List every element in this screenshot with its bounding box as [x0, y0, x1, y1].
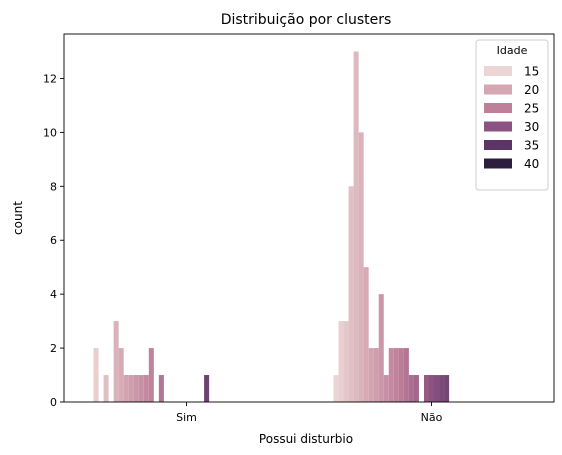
- bar-Não-34: [434, 375, 440, 402]
- y-tick-label: 0: [50, 396, 57, 409]
- bar-Não-16: [343, 321, 349, 402]
- legend-swatch: [484, 158, 512, 169]
- y-tick-label: 2: [50, 342, 57, 355]
- bar-Não-29: [408, 375, 414, 402]
- x-axis: Sim Não: [176, 402, 443, 424]
- bar-Sim-26: [148, 348, 154, 402]
- legend-label: 20: [524, 83, 539, 97]
- bar-Não-27: [398, 348, 404, 402]
- bar-Não-23: [378, 294, 384, 402]
- bar-Não-32: [423, 375, 429, 402]
- legend-swatch: [484, 140, 512, 150]
- bar-Não-30: [413, 375, 419, 402]
- y-tick-label: 6: [50, 234, 57, 247]
- legend-swatch: [484, 103, 512, 113]
- legend-label: 15: [524, 65, 539, 79]
- y-tick-label: 10: [43, 126, 57, 139]
- legend-swatch: [484, 121, 512, 132]
- chart-title: Distribuição por clusters: [221, 12, 392, 28]
- bar-Não-17: [348, 186, 354, 402]
- bar-Sim-19: [113, 321, 119, 402]
- bar-Sim-20: [118, 348, 124, 402]
- x-axis-label: Possui disturbio: [259, 432, 353, 446]
- bar-Não-26: [393, 348, 399, 402]
- legend-label: 35: [524, 139, 539, 153]
- y-tick-label: 8: [50, 180, 57, 193]
- y-axis-label: count: [11, 201, 25, 235]
- bar-Sim-23: [133, 375, 139, 402]
- legend-box: [475, 39, 549, 191]
- bar-Sim-25: [143, 375, 149, 402]
- bars: [93, 51, 450, 403]
- x-tick-label: Sim: [176, 411, 197, 424]
- x-tick-label: Não: [421, 411, 443, 424]
- y-axis: 0 2 4 6 8 10 12: [43, 72, 64, 409]
- bar-Não-18: [353, 51, 359, 403]
- legend-label: 25: [524, 102, 539, 116]
- y-tick-label: 12: [43, 72, 57, 85]
- bar-Não-20: [363, 267, 369, 402]
- bar-Sim-17: [103, 375, 109, 402]
- legend-label: 30: [524, 120, 539, 134]
- legend-label: 40: [524, 157, 539, 171]
- bar-Não-19: [358, 132, 364, 402]
- bar-Não-22: [373, 348, 379, 402]
- legend-swatch: [484, 66, 512, 76]
- plot-frame: [63, 33, 555, 403]
- legend-title: Idade: [497, 44, 528, 57]
- bar-Sim-37: [204, 375, 210, 402]
- bar-Não-36: [444, 375, 450, 402]
- bar-Sim-28: [158, 375, 164, 402]
- legend-swatch: [484, 84, 512, 95]
- bar-Não-15: [338, 321, 344, 402]
- bar-Sim-15: [93, 348, 99, 402]
- bar-Não-35: [439, 375, 445, 402]
- bar-Sim-24: [138, 375, 144, 402]
- bar-Não-28: [403, 348, 409, 402]
- bar-Não-24: [383, 375, 389, 402]
- legend: Idade 15 20 25 30 35 40: [475, 39, 549, 191]
- bar-Sim-22: [128, 375, 134, 402]
- bar-Sim-21: [123, 375, 129, 402]
- bar-Não-21: [368, 348, 374, 402]
- bar-Não-25: [388, 348, 394, 402]
- bar-Não-14: [333, 375, 339, 402]
- bar-Não-33: [428, 375, 435, 402]
- y-tick-label: 4: [50, 288, 57, 301]
